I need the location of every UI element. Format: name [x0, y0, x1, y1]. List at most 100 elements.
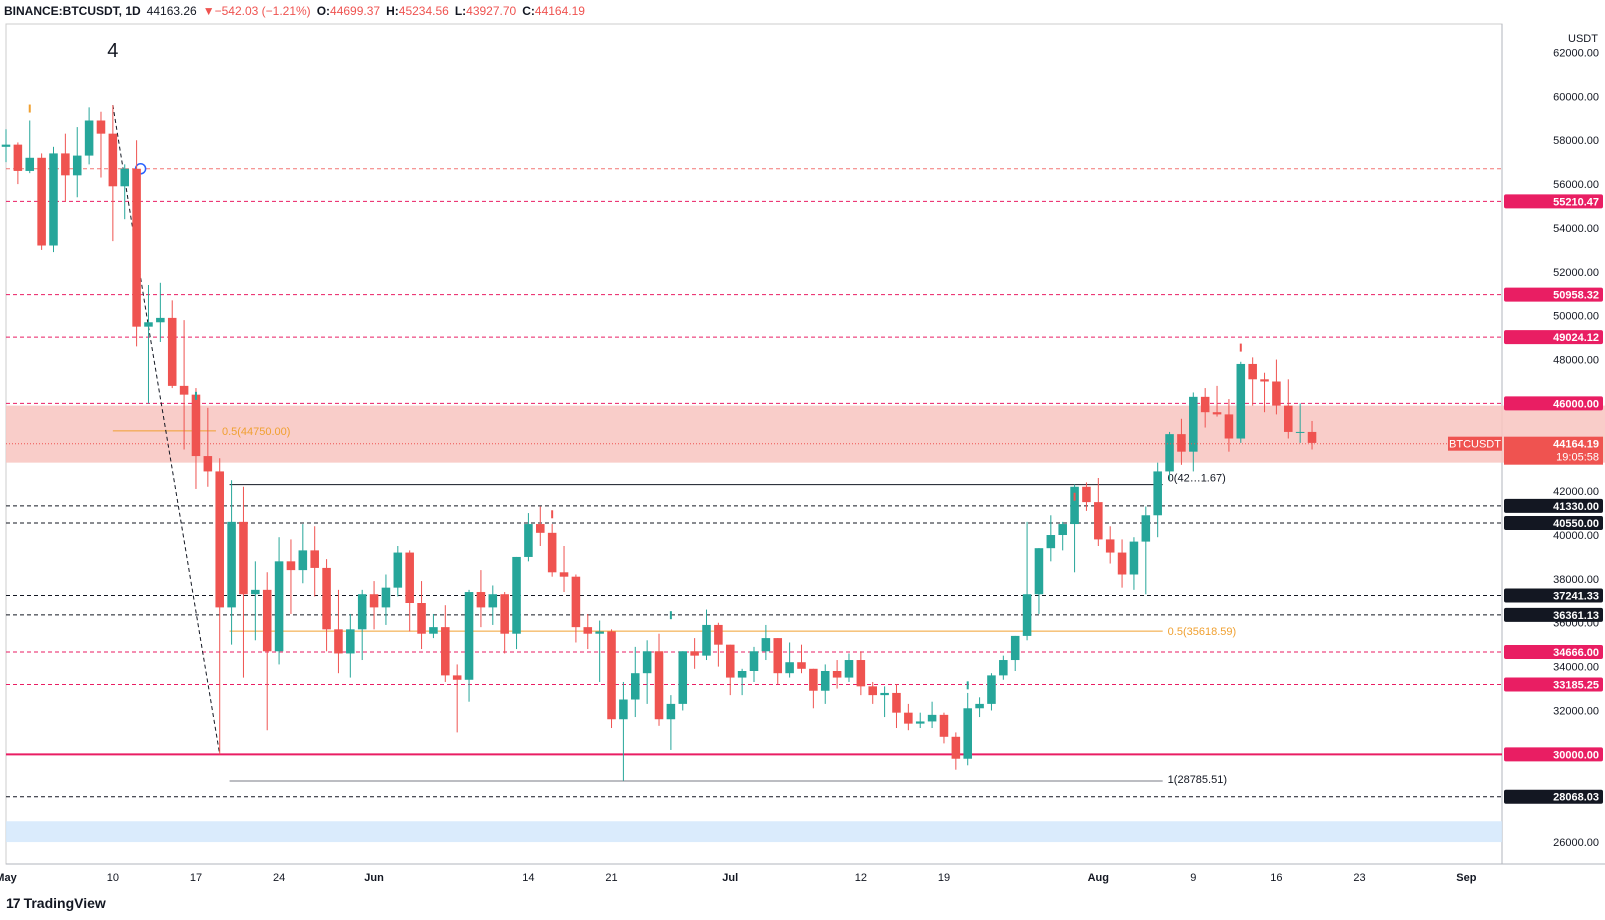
candle-body	[939, 714, 949, 737]
price-level-tag	[1504, 747, 1603, 762]
symbol-title[interactable]: BINANCE:BTCUSDT, 1D	[4, 4, 141, 18]
candle	[13, 142, 23, 185]
candle-body	[84, 120, 94, 156]
candle	[1046, 515, 1056, 562]
candle	[939, 712, 949, 744]
candle	[714, 622, 723, 667]
candle	[215, 458, 224, 755]
candle-body	[1189, 396, 1198, 452]
signal-mark	[1073, 492, 1076, 501]
current-symbol-label: BTCUSDT	[1449, 439, 1501, 451]
candle-body	[951, 736, 961, 759]
candle-body	[1094, 502, 1103, 540]
candle-body	[797, 662, 806, 669]
candle	[1295, 403, 1305, 443]
current-price-tag	[1504, 436, 1603, 465]
candle-body	[156, 317, 165, 323]
wave-label: 4	[107, 40, 118, 62]
candle	[797, 644, 806, 674]
candle-body	[904, 712, 913, 724]
x-tick-label: 17	[190, 872, 202, 884]
price-level-tag	[1504, 287, 1603, 302]
candle	[524, 513, 533, 562]
candle-body	[357, 594, 367, 630]
candle	[619, 681, 628, 781]
candle	[346, 613, 355, 678]
candle	[595, 620, 604, 682]
candle	[702, 609, 711, 661]
candle-body	[13, 144, 23, 171]
candle-body	[393, 552, 403, 588]
price-level-label: 37241.33	[1553, 591, 1599, 603]
candle	[1212, 385, 1222, 417]
bar-countdown: 19:05:58	[1556, 452, 1599, 464]
candle-body	[310, 550, 319, 568]
candle	[429, 613, 438, 639]
candle	[904, 703, 913, 731]
candle	[690, 638, 699, 669]
candle-body	[999, 660, 1008, 676]
candle-body	[559, 572, 569, 577]
candle-body	[1, 144, 11, 147]
candle-body	[737, 670, 747, 678]
candle-body	[381, 587, 391, 608]
candle	[334, 589, 343, 674]
candle	[464, 589, 474, 702]
candle	[239, 486, 248, 678]
candle	[72, 127, 82, 198]
candle	[607, 629, 616, 729]
tradingview-logo[interactable]: 17 TradingView	[6, 893, 106, 913]
candle-body	[987, 675, 996, 704]
candle	[1272, 359, 1281, 415]
tradingview-logo-text: TradingView	[23, 895, 106, 911]
price-chart[interactable]: 62000.00 60000.00 58000.00 56000.00 54000.00…	[0, 0, 1605, 890]
fib-mid-label: 0.5(35618.59)	[1168, 626, 1237, 638]
candle	[1117, 539, 1127, 588]
candle	[1094, 477, 1103, 546]
candle-body	[298, 550, 308, 571]
candle-body	[429, 627, 438, 634]
y-tick-label: 54000.00	[1553, 223, 1599, 235]
y-tick-label: 42000.00	[1553, 486, 1599, 498]
candle	[536, 506, 545, 546]
candle-body	[215, 471, 224, 608]
candle	[488, 585, 498, 625]
candle	[381, 574, 391, 625]
candle	[84, 107, 94, 165]
candle	[37, 153, 46, 250]
candle	[1307, 420, 1317, 450]
candle	[666, 695, 676, 750]
price-level-label: 30000.00	[1553, 749, 1599, 761]
candle	[1022, 521, 1032, 641]
low-label: L:	[454, 4, 467, 18]
price-level-label: 36361.13	[1553, 610, 1599, 622]
candle	[369, 581, 379, 630]
candle	[737, 668, 747, 696]
candle	[1165, 431, 1174, 481]
candle-body	[1260, 379, 1269, 382]
candle-body	[72, 155, 82, 176]
candle-body	[1200, 396, 1210, 413]
candle	[132, 140, 141, 347]
y-tick-label: 32000.00	[1553, 705, 1599, 717]
y-tick-label: 60000.00	[1553, 91, 1599, 103]
close-label: C:	[522, 4, 535, 18]
candle	[975, 697, 984, 718]
candle-body	[809, 668, 818, 691]
candle-body	[785, 662, 794, 674]
candle	[915, 712, 925, 729]
price-level-tag	[1504, 396, 1603, 411]
x-tick-label: Jul	[722, 872, 738, 884]
candle-body	[1034, 548, 1044, 595]
candle-body	[227, 521, 236, 608]
candle	[1, 129, 11, 163]
candle-body	[144, 322, 153, 327]
candle-body	[25, 157, 35, 171]
candle	[500, 592, 509, 654]
high-value: 45234.56	[398, 4, 449, 18]
candle-body	[334, 629, 343, 654]
candle	[262, 572, 272, 731]
x-tick-label: 16	[1270, 872, 1282, 884]
candle	[951, 732, 961, 770]
candle-body	[1165, 434, 1174, 472]
